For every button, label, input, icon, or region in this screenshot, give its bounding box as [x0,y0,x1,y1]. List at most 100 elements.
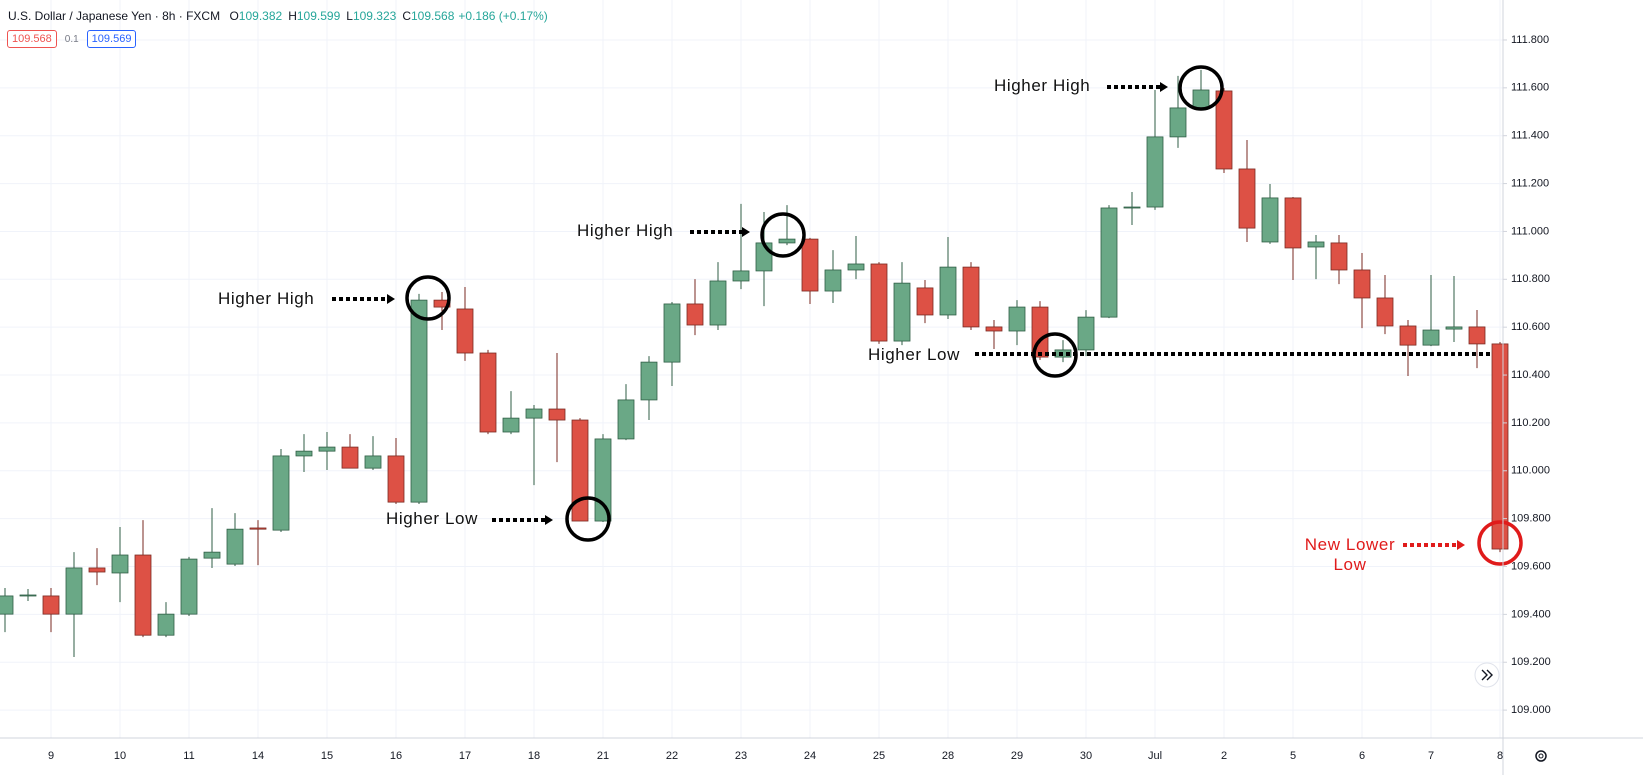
candle-body [1215,90,1233,170]
candle-body [640,361,658,401]
y-tick-label: 109.800 [1511,513,1551,525]
axes: 109.000 109.200 109.400 109.600 109.800 110.0… [48,34,1551,762]
candle-body [548,408,566,421]
buy-button[interactable]: 109.569 [86,30,137,48]
candle-body [364,455,382,469]
arrow-head [387,294,395,304]
candle-body [617,399,635,440]
candle-body [1169,107,1187,138]
candle-body [1307,241,1325,248]
candle-body [870,263,888,342]
candle-body [272,455,290,531]
annotation-label: New Lower Low [1304,535,1396,574]
candle-body [410,299,428,503]
x-tick-label: 15 [321,750,333,762]
candle-body [1491,343,1509,550]
x-tick-label: 6 [1359,750,1365,762]
x-tick-label: 25 [873,750,885,762]
highlight-circle [760,212,806,258]
candle-body [1008,306,1026,332]
y-tick-label: 109.600 [1511,560,1551,572]
x-tick-label: 8 [1497,750,1503,762]
candle-body [778,238,796,244]
x-tick-label: 18 [528,750,540,762]
candle-body [295,450,313,457]
scroll-icon [1481,669,1493,681]
y-tick-label: 109.000 [1511,704,1551,716]
candle-body [801,238,819,292]
candle-body [732,270,750,282]
candle-body [341,446,359,469]
candle-body [249,527,267,530]
legend-header: U.S. Dollar / Japanese Yen · 8h · FXCM O… [8,9,548,23]
x-tick-label: 23 [735,750,747,762]
ohlc-value: 109.323 [352,9,397,23]
sell-button[interactable]: 109.568 [7,30,57,48]
ohlc-values: O109.382 H109.599 L109.323 C109.568 +0.186 (… [223,9,547,23]
arrow-head [1457,540,1465,550]
candle-body [525,408,543,419]
scroll-button[interactable] [1474,662,1500,688]
ohlc-value: +0.186 (+0.17%) [458,9,548,23]
candle-body [686,303,704,326]
candle-body [1077,316,1095,351]
ohlc-value: 109.568 [411,9,455,23]
y-tick-label: 111.800 [1511,34,1549,46]
candle-body [88,567,106,573]
x-tick-label: 24 [804,750,816,762]
candles [0,69,1509,657]
x-tick-label: 7 [1428,750,1434,762]
highlight-circle [405,275,451,321]
y-tick-label: 110.400 [1511,369,1550,381]
candle-body [456,308,474,354]
x-tick-label: 29 [1011,750,1023,762]
candle-body [203,551,221,559]
x-tick-label: 28 [942,750,954,762]
annotation-label: Higher Low [868,345,960,364]
x-tick-label: 9 [48,750,54,762]
candle-body [1399,325,1417,346]
candle-body [134,554,152,636]
candle-body [42,595,60,615]
y-tick-label: 111.200 [1511,177,1549,189]
candle-body [479,352,497,433]
y-tick-label: 110.200 [1511,417,1550,429]
y-tick-label: 110.000 [1511,465,1550,477]
candle-body [594,438,612,522]
x-tick-label: 2 [1221,750,1227,762]
candle-body [502,417,520,433]
candle-body [318,446,336,452]
candle-body [985,326,1003,332]
candle-body [1192,89,1210,109]
candle-body [1330,242,1348,271]
gear-icon[interactable] [1535,750,1547,762]
ohlc-label: C [402,9,411,23]
ohlc-label: L [346,9,353,23]
candle-body [916,287,934,316]
candle-body [893,282,911,342]
trade-buttons: 109.568 0.1 109.569 [7,30,137,48]
candle-body [157,613,175,636]
ohlc-label: H [288,9,297,23]
annotation-label: Higher Low [386,509,478,528]
annotation-graphics [332,65,1523,566]
x-tick-label: 5 [1290,750,1296,762]
candle-body [1445,326,1463,330]
candle-body [65,567,83,615]
annotation-label: Higher High [218,289,315,308]
x-tick-label: 30 [1080,750,1092,762]
annotation-label: Higher High [994,76,1091,95]
candle-body [847,263,865,271]
settings-button[interactable] [1535,750,1547,762]
candle-body [1468,326,1486,345]
candle-body [1123,206,1141,209]
x-tick-label: 10 [114,750,126,762]
candle-body [387,455,405,503]
candle-body [663,303,681,363]
candle-body [962,266,980,328]
candle-body [1353,269,1371,299]
x-tick-label: 22 [666,750,678,762]
